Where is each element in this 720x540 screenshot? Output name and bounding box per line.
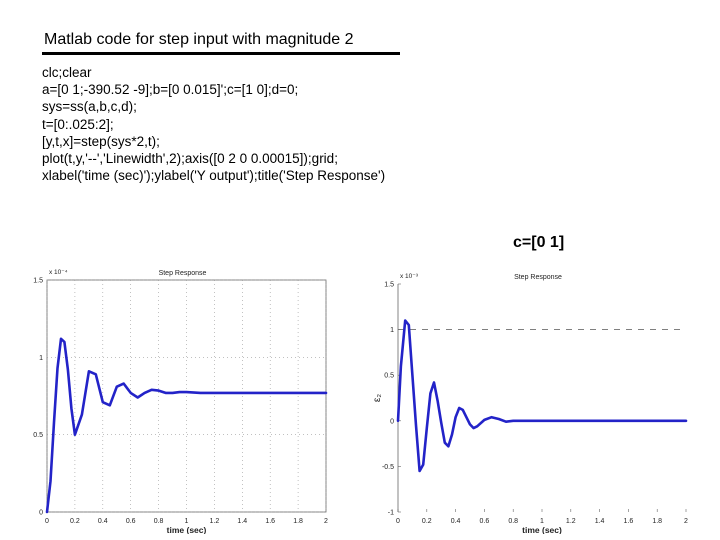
x-tick-label: 1.6 xyxy=(265,518,275,525)
chart-title: Step Response xyxy=(514,274,562,281)
x-tick-label: 1.4 xyxy=(237,518,247,525)
x-tick-label: 1.6 xyxy=(624,518,634,525)
matlab-code-block: clc;clear a=[0 1;-390.52 -9];b=[0 0.015]… xyxy=(42,64,385,184)
x-tick-label: 2 xyxy=(324,518,328,525)
x-tick-label: 1.8 xyxy=(652,518,662,525)
y-tick-label: 0.5 xyxy=(384,373,394,380)
x-tick-label: 0.6 xyxy=(126,518,136,525)
code-line: xlabel('time (sec)');ylabel('Y output');… xyxy=(42,168,386,184)
axis-exponent-label: x 10⁻³ xyxy=(400,273,419,280)
y-tick-label: 0 xyxy=(39,510,43,517)
x-tick-label: 0 xyxy=(45,518,49,525)
x-tick-label: 1.4 xyxy=(595,518,605,525)
code-line: sys=ss(a,b,c,d); xyxy=(42,99,137,115)
step-response-chart-e2: 0 0.2 0.4 0.6 0.8 1 1.2 1.4 1.6 1.8 2 1.5 1 0.5 0 -0.5 -… xyxy=(372,273,688,534)
x-tick-label: 0.8 xyxy=(154,518,164,525)
slide-heading: Matlab code for step input with magnitud… xyxy=(44,31,354,48)
y-tick-label: -0.5 xyxy=(382,464,394,471)
x-axis-label: time (sec) xyxy=(522,525,562,534)
x-tick-label: 1.2 xyxy=(210,518,220,525)
x-tick-label: 2 xyxy=(684,518,688,525)
y-tick-label: 1.5 xyxy=(33,278,43,285)
x-tick-label: 0.2 xyxy=(422,518,432,525)
x-tick-label: 1 xyxy=(185,518,189,525)
chart-title: Step Response xyxy=(159,270,207,277)
x-tick-label: 1.8 xyxy=(293,518,303,525)
y-tick-label: 1 xyxy=(39,355,43,362)
heading-underline xyxy=(42,52,400,55)
code-line: a=[0 1;-390.52 -9];b=[0 0.015]';c=[1 0];… xyxy=(42,82,299,98)
x-tick-label: 1.2 xyxy=(566,518,576,525)
x-tick-label: 0.4 xyxy=(98,518,108,525)
y-tick-label: 0.5 xyxy=(33,432,43,439)
code-line: clc;clear xyxy=(42,65,92,80)
y-axis-label: ε₁ xyxy=(30,391,32,399)
step-response-chart-e1: 0 0.2 0.4 0.6 0.8 1 1.2 1.4 1.6 1.8 2 0 0.5 1 1.5 x 10⁻… xyxy=(30,269,328,534)
x-tick-label: 0.8 xyxy=(508,518,518,525)
y-tick-label: -1 xyxy=(388,510,394,517)
code-line: [y,t,x]=step(sys*2,t); xyxy=(42,133,160,149)
x-tick-label: 0 xyxy=(396,518,400,525)
series-line xyxy=(396,319,688,473)
y-tick-label: 1.5 xyxy=(384,282,394,289)
code-line: plot(t,y,'--','Linewidth',2);axis([0 2 0… xyxy=(42,151,338,167)
x-tick-label: 0.4 xyxy=(451,518,461,525)
y-tick-label: 1 xyxy=(390,327,394,334)
axis-exponent-label: x 10⁻⁴ xyxy=(49,269,68,276)
x-tick-label: 0.6 xyxy=(480,518,490,525)
x-axis-label: time (sec) xyxy=(167,525,207,534)
c-vector-label: c=[0 1] xyxy=(513,234,565,251)
y-axis-label: ε₂ xyxy=(372,394,383,402)
y-tick-label: 0 xyxy=(390,418,394,425)
series-line xyxy=(45,337,328,514)
x-tick-label: 0.2 xyxy=(70,518,80,525)
x-tick-label: 1 xyxy=(540,518,544,525)
code-line: t=[0:.025:2]; xyxy=(42,116,114,132)
